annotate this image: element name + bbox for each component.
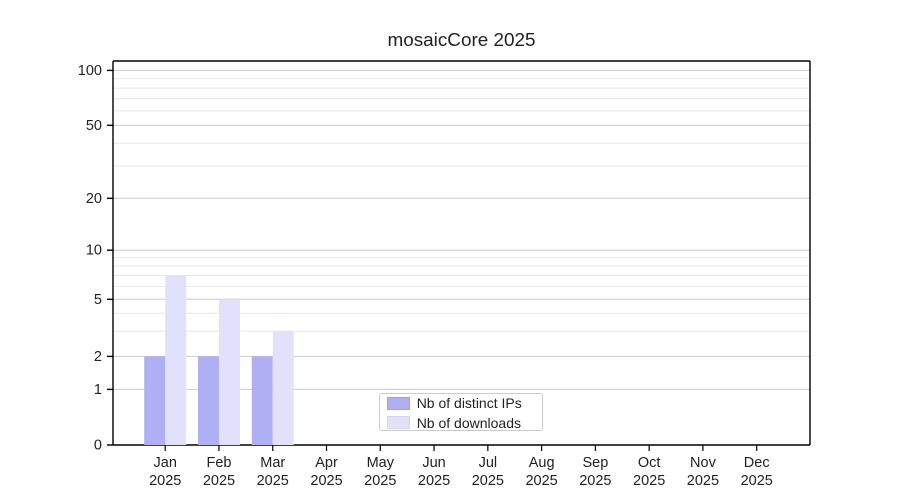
- svg-text:2025: 2025: [579, 473, 611, 489]
- svg-text:0: 0: [94, 438, 102, 454]
- svg-text:20: 20: [86, 191, 102, 207]
- svg-text:Jul: Jul: [479, 455, 498, 471]
- svg-text:50: 50: [86, 118, 102, 134]
- svg-text:2: 2: [94, 349, 102, 365]
- svg-text:2025: 2025: [741, 473, 773, 489]
- svg-text:Dec: Dec: [744, 455, 770, 471]
- svg-text:2025: 2025: [203, 473, 235, 489]
- svg-text:Mar: Mar: [260, 455, 285, 471]
- svg-text:2025: 2025: [418, 473, 450, 489]
- svg-text:May: May: [367, 455, 395, 471]
- svg-text:Jun: Jun: [422, 455, 445, 471]
- svg-text:2025: 2025: [149, 473, 181, 489]
- svg-text:Jan: Jan: [154, 455, 177, 471]
- svg-text:2025: 2025: [472, 473, 504, 489]
- svg-text:10: 10: [86, 243, 102, 259]
- svg-text:Nov: Nov: [690, 455, 717, 471]
- svg-text:Sep: Sep: [582, 455, 608, 471]
- svg-text:Oct: Oct: [638, 455, 661, 471]
- svg-text:1: 1: [94, 382, 102, 398]
- svg-text:2025: 2025: [633, 473, 665, 489]
- svg-text:100: 100: [78, 63, 102, 79]
- svg-text:Aug: Aug: [529, 455, 555, 471]
- svg-text:2025: 2025: [525, 473, 557, 489]
- svg-text:Feb: Feb: [206, 455, 231, 471]
- svg-text:2025: 2025: [310, 473, 342, 489]
- svg-text:2025: 2025: [364, 473, 396, 489]
- svg-text:2025: 2025: [687, 473, 719, 489]
- svg-text:Apr: Apr: [315, 455, 338, 471]
- svg-text:2025: 2025: [257, 473, 289, 489]
- svg-text:5: 5: [94, 292, 102, 308]
